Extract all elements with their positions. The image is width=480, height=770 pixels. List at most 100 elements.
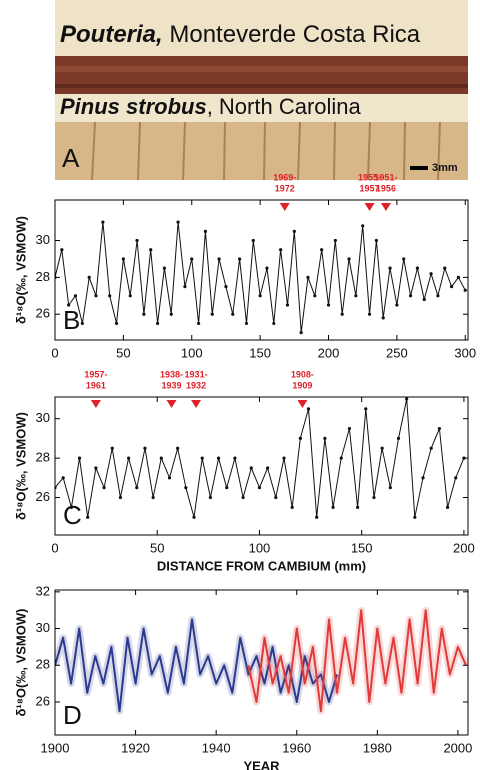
y-axis-label: δ¹⁸O(‰, VSMOW) bbox=[13, 609, 28, 717]
point bbox=[155, 321, 160, 326]
y-axis-label: δ¹⁸O(‰, VSMOW) bbox=[13, 412, 28, 520]
panel-label: B bbox=[63, 305, 80, 335]
point bbox=[326, 303, 331, 307]
point bbox=[73, 294, 78, 298]
y-axis-label: δ¹⁸O(‰, VSMOW) bbox=[13, 216, 28, 324]
point bbox=[315, 515, 319, 519]
point bbox=[159, 456, 163, 460]
point bbox=[347, 257, 351, 261]
point bbox=[355, 505, 360, 509]
point bbox=[395, 303, 399, 307]
annotation-marker bbox=[90, 400, 101, 408]
y-tick-label: 30 bbox=[36, 232, 50, 247]
point bbox=[224, 284, 228, 289]
point bbox=[216, 456, 221, 460]
point bbox=[80, 321, 84, 326]
point bbox=[69, 505, 73, 509]
point bbox=[61, 476, 65, 480]
panel-label: D bbox=[63, 700, 82, 730]
point bbox=[135, 238, 139, 243]
annotation-label: 1972 bbox=[275, 183, 295, 193]
y-tick-label: 32 bbox=[36, 583, 50, 598]
x-axis-label: DISTANCE FROM CAMBIUM (mm) bbox=[157, 558, 366, 573]
point bbox=[381, 316, 385, 320]
point bbox=[127, 456, 131, 460]
location: , North Carolina bbox=[207, 94, 362, 119]
point bbox=[210, 312, 214, 316]
point bbox=[249, 466, 253, 470]
photo: Pouteria, Monteverde Costa Rica Pinus st… bbox=[55, 0, 468, 181]
x-tick-label: 300 bbox=[454, 345, 476, 360]
point bbox=[151, 495, 155, 500]
point bbox=[233, 456, 237, 460]
annotation-label: 1956 bbox=[376, 183, 396, 193]
y-tick-label: 28 bbox=[36, 657, 50, 672]
point bbox=[274, 495, 278, 500]
point bbox=[282, 456, 286, 460]
point bbox=[347, 426, 352, 431]
point bbox=[217, 257, 221, 261]
point bbox=[380, 446, 384, 450]
point bbox=[331, 505, 335, 509]
point bbox=[272, 321, 276, 326]
annotation-label: 1908- bbox=[291, 369, 314, 379]
annotation-marker bbox=[297, 400, 308, 408]
x-tick-label: 150 bbox=[249, 345, 271, 360]
point bbox=[374, 238, 378, 243]
plot-area bbox=[55, 606, 468, 715]
point bbox=[443, 266, 447, 270]
point bbox=[251, 238, 255, 243]
photo-band bbox=[55, 56, 468, 94]
scale-label: 3mm bbox=[432, 162, 458, 174]
y-tick-label: 26 bbox=[36, 306, 50, 321]
point bbox=[306, 407, 311, 411]
point bbox=[110, 446, 114, 450]
point bbox=[231, 312, 235, 316]
panel-label: A bbox=[62, 143, 80, 173]
point bbox=[118, 495, 123, 500]
photo-band bbox=[55, 84, 468, 88]
point bbox=[102, 486, 106, 490]
point bbox=[149, 248, 153, 252]
point bbox=[402, 257, 406, 261]
point bbox=[190, 257, 194, 261]
point bbox=[135, 486, 139, 490]
photo-band bbox=[55, 0, 468, 56]
point bbox=[143, 446, 147, 450]
x-tick-label: 100 bbox=[181, 345, 203, 360]
x-tick-label: 2000 bbox=[443, 740, 472, 755]
y-tick-label: 26 bbox=[36, 489, 50, 504]
point bbox=[192, 515, 196, 519]
x-tick-label: 1960 bbox=[282, 740, 311, 755]
point bbox=[388, 486, 392, 490]
y-tick-label: 30 bbox=[36, 410, 50, 425]
x-tick-label: 0 bbox=[51, 540, 58, 555]
annotation-label: 1938- bbox=[160, 369, 183, 379]
point bbox=[67, 303, 71, 307]
point bbox=[86, 515, 90, 519]
point bbox=[361, 224, 365, 228]
point bbox=[340, 312, 344, 316]
point bbox=[279, 248, 283, 252]
point bbox=[265, 266, 269, 270]
point bbox=[114, 321, 119, 326]
photo-caption: Pouteria, Monteverde Costa Rica bbox=[60, 21, 421, 48]
point bbox=[313, 294, 317, 298]
x-tick-label: 50 bbox=[116, 345, 130, 360]
y-tick-label: 28 bbox=[36, 269, 50, 284]
photo-band bbox=[55, 66, 468, 72]
point bbox=[367, 312, 372, 316]
series-line bbox=[55, 221, 466, 334]
point bbox=[323, 436, 327, 440]
annotation-marker bbox=[364, 203, 375, 211]
x-tick-label: 1920 bbox=[121, 740, 150, 755]
point bbox=[339, 456, 343, 460]
point bbox=[142, 312, 146, 316]
point bbox=[388, 266, 392, 270]
point bbox=[456, 275, 461, 279]
x-tick-label: 150 bbox=[351, 540, 373, 555]
point bbox=[203, 229, 208, 233]
point bbox=[176, 446, 180, 450]
point bbox=[176, 220, 180, 224]
point bbox=[429, 272, 433, 276]
